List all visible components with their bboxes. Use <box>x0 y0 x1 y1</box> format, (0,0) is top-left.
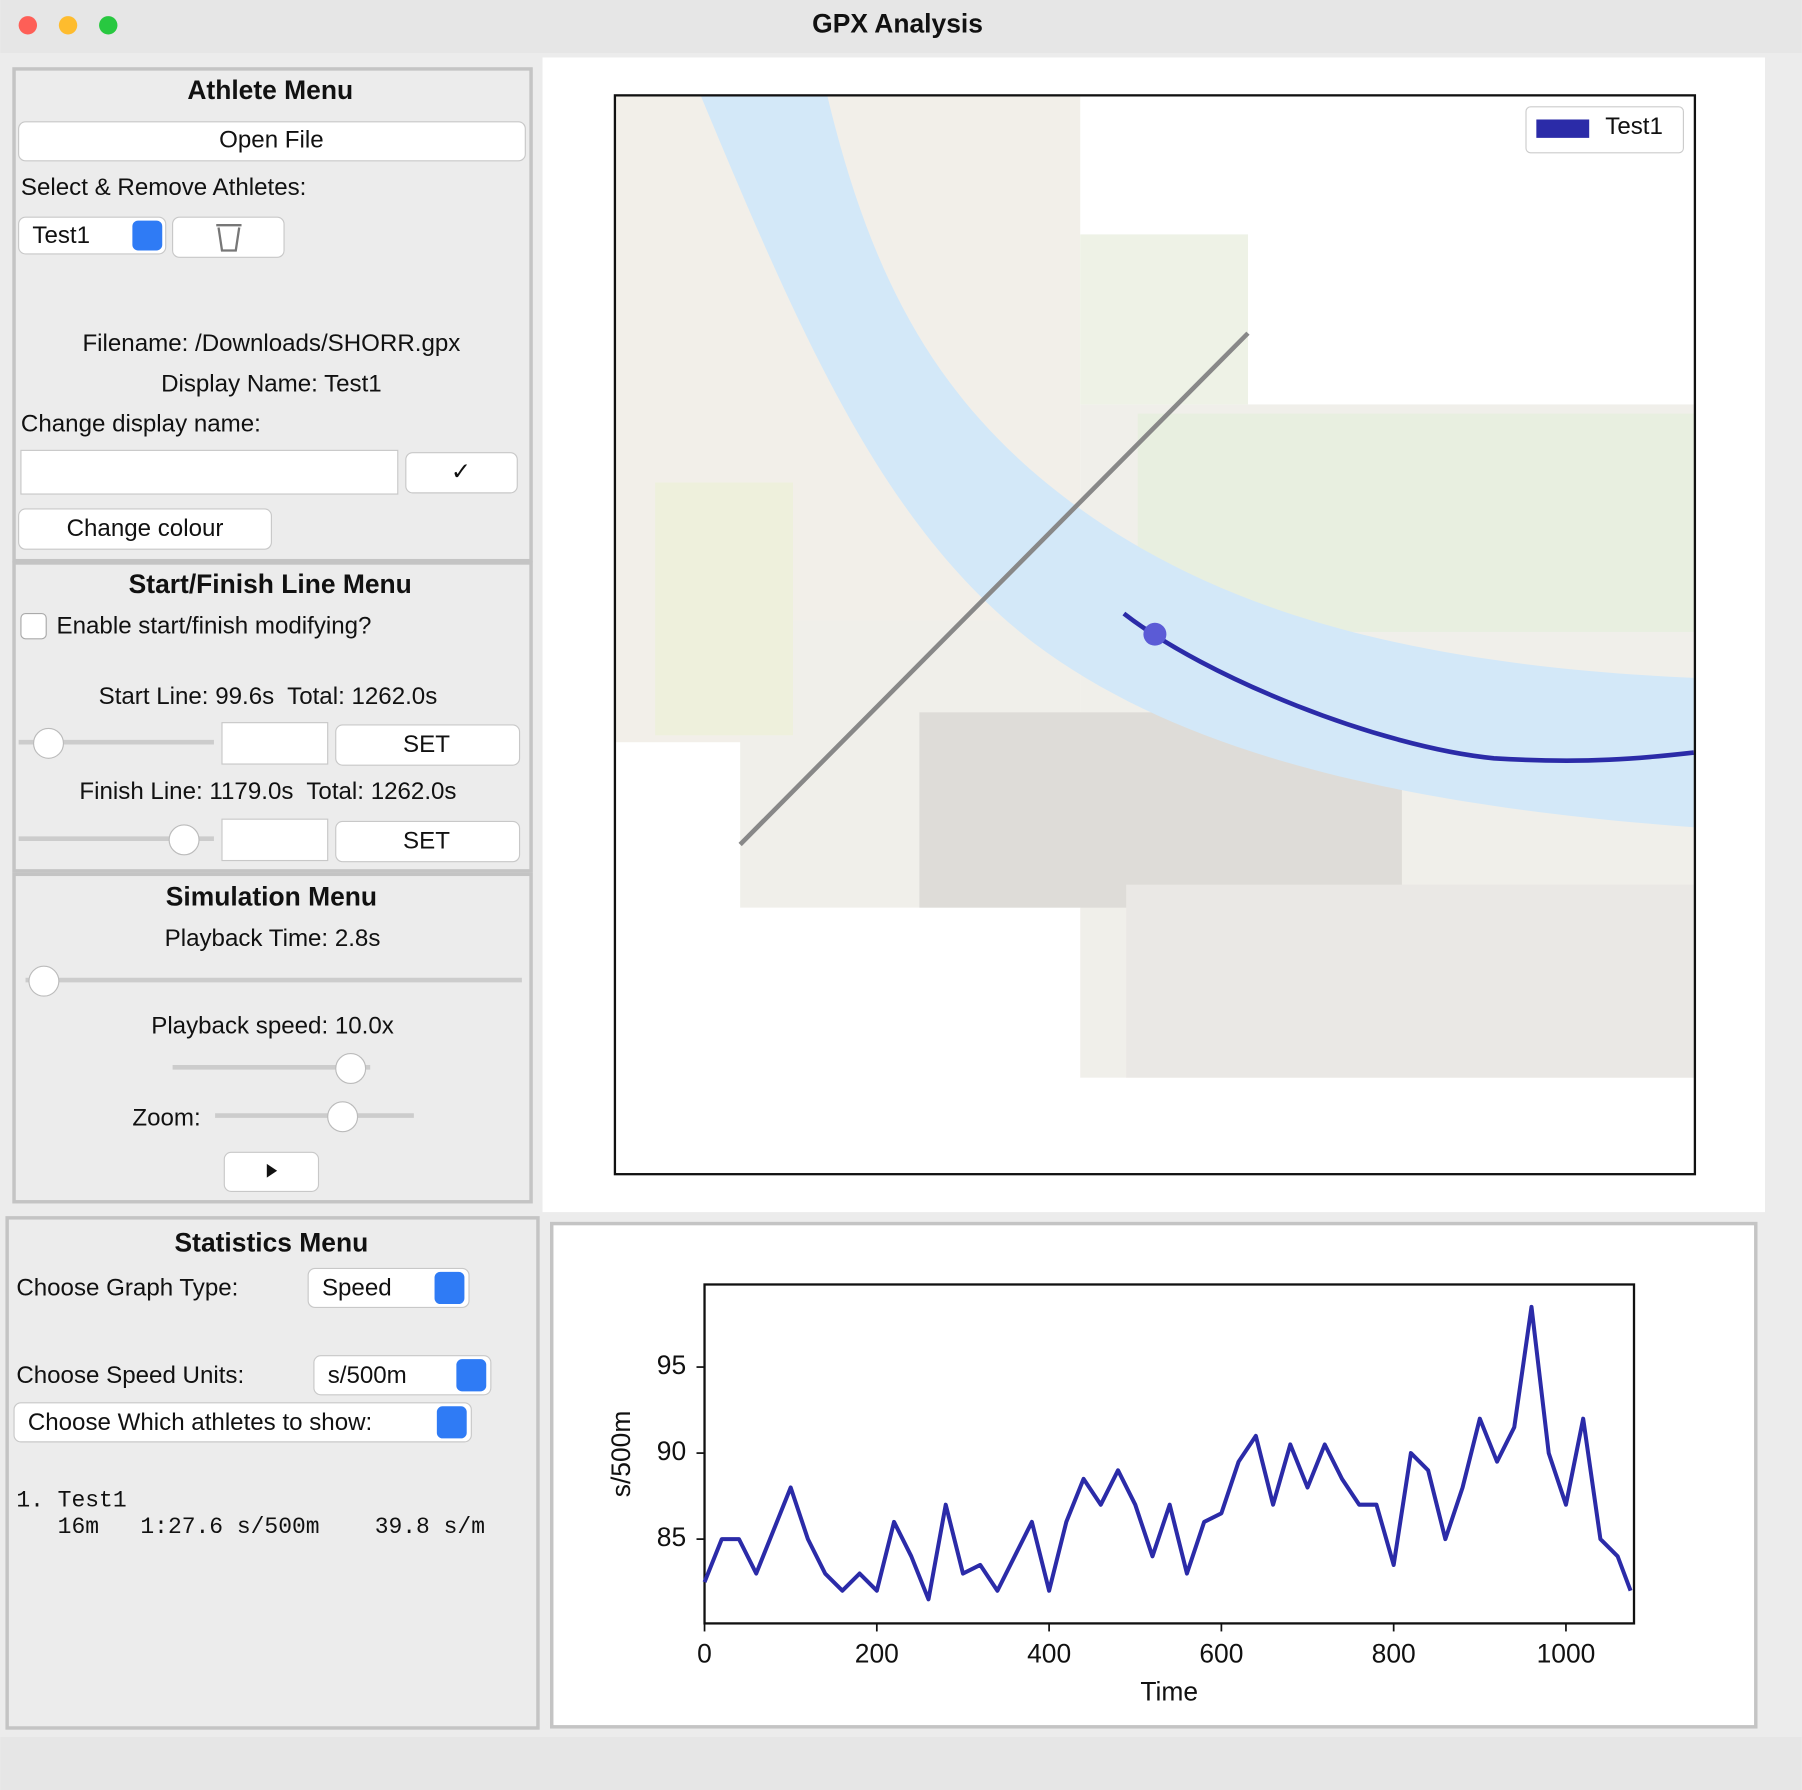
panel-title: Athlete Menu <box>187 75 353 105</box>
park <box>655 482 794 736</box>
map <box>616 96 1695 1078</box>
select-arrows <box>456 1359 487 1392</box>
playback-time: Playback Time: 2.8s <box>165 925 381 952</box>
close-button[interactable] <box>18 16 38 35</box>
y-tick-label: 85 <box>657 1522 686 1552</box>
result-line: 16m 1:27.6 s/500m 39.8 s/m <box>16 1514 485 1540</box>
track <box>1122 611 1695 763</box>
legend-label: Test1 <box>1605 113 1663 140</box>
zoom-label: Zoom: <box>132 1104 200 1131</box>
slider-thumb[interactable] <box>32 727 65 759</box>
select-value: Choose Which athletes to show: <box>28 1409 372 1436</box>
button-label: Change colour <box>67 515 224 542</box>
x-tick-label: 800 <box>1372 1639 1416 1669</box>
select-value: Test1 <box>32 222 90 249</box>
title-bar <box>0 0 1802 53</box>
panel-title: Statistics Menu <box>175 1227 369 1257</box>
x-axis-label: Time <box>1140 1676 1198 1706</box>
display-name: Display Name: Test1 <box>161 370 382 397</box>
name-input[interactable] <box>20 449 399 495</box>
x-tick-label: 200 <box>855 1639 899 1669</box>
units-select[interactable] <box>313 1355 492 1396</box>
series-line <box>702 1304 1633 1602</box>
start-input[interactable] <box>221 722 329 765</box>
playback-speed: Playback speed: 10.0x <box>151 1012 394 1039</box>
zoom-button[interactable] <box>99 16 118 35</box>
x-tick-label: 400 <box>1027 1639 1071 1669</box>
select-arrows <box>132 220 163 251</box>
legend <box>1525 106 1684 154</box>
y-axis-label: s/500m <box>606 1411 636 1498</box>
railway <box>738 331 1250 847</box>
river <box>701 96 1694 828</box>
simulation-panel <box>12 872 533 1204</box>
legend-swatch <box>1536 119 1590 138</box>
play-icon <box>266 1163 278 1178</box>
x-tick-label: 600 <box>1199 1639 1243 1669</box>
map-frame <box>613 94 1697 1176</box>
slider-thumb[interactable] <box>327 1101 359 1133</box>
button-label: ✓ <box>451 459 471 486</box>
y-tick-label: 90 <box>657 1436 686 1466</box>
select-value: s/500m <box>328 1362 407 1389</box>
label: Change display name: <box>21 410 261 437</box>
minimize-button[interactable] <box>58 16 78 35</box>
remove-button[interactable] <box>172 216 285 258</box>
finish-line-label: Finish Line: 1179.0s Total: 1262.0s <box>79 778 456 805</box>
x-tick-label: 0 <box>697 1639 712 1669</box>
residential <box>1126 884 1694 1078</box>
set-button[interactable] <box>335 724 521 766</box>
x-tick-label: 1000 <box>1537 1639 1596 1669</box>
confirm-button[interactable] <box>405 452 518 494</box>
panel-title: Simulation Menu <box>166 881 377 911</box>
select-arrows <box>434 1271 465 1305</box>
map-tile <box>1080 234 1248 405</box>
chart: 0 200 400 600 800 1000 85 90 95 Time s/500m <box>606 1283 1636 1706</box>
checkbox-label: Enable start/finish modifying? <box>57 613 372 640</box>
set-button[interactable] <box>335 820 521 863</box>
trash-icon <box>216 224 242 252</box>
window-title: GPX Analysis <box>812 8 983 38</box>
checkbox[interactable] <box>20 612 47 640</box>
button-label: Open File <box>219 127 324 154</box>
athlete-select[interactable] <box>18 216 167 255</box>
start-line-label: Start Line: 99.6s Total: 1262.0s <box>99 683 438 710</box>
result-line: 1. Test1 <box>16 1488 126 1514</box>
label: Choose Speed Units: <box>16 1362 244 1389</box>
open-file-button[interactable] <box>18 121 526 162</box>
graph-type-select[interactable] <box>307 1267 470 1309</box>
athletes-select[interactable] <box>13 1402 472 1443</box>
slider-thumb[interactable] <box>335 1052 367 1084</box>
select-value: Speed <box>322 1274 392 1301</box>
button-label: SET <box>403 828 450 855</box>
button-label: SET <box>403 731 450 758</box>
athlete-position <box>1143 622 1167 646</box>
finish-input[interactable] <box>221 818 329 862</box>
filename: Filename: /Downloads/SHORR.gpx <box>82 330 460 357</box>
label: Select & Remove Athletes: <box>21 174 306 201</box>
status-bar <box>0 1737 1802 1790</box>
slider-thumb[interactable] <box>168 824 200 856</box>
change-colour-button[interactable] <box>18 508 272 550</box>
slider-thumb[interactable] <box>28 965 60 997</box>
plot-area <box>703 1283 1636 1625</box>
select-arrows <box>436 1406 467 1439</box>
label: Choose Graph Type: <box>16 1274 238 1301</box>
panel-title: Start/Finish Line Menu <box>129 569 412 599</box>
y-tick-label: 95 <box>657 1350 686 1380</box>
